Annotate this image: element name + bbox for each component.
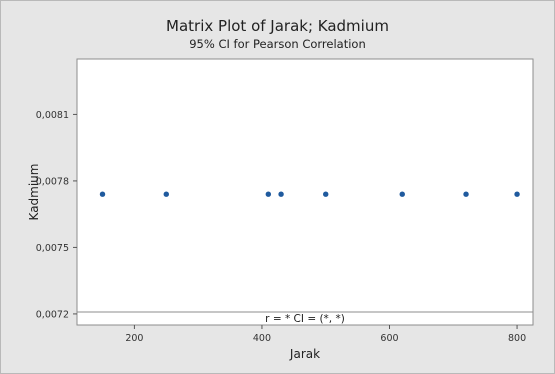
x-axis-title: Jarak <box>289 347 320 361</box>
x-tick-label: 600 <box>380 333 398 344</box>
data-point <box>265 191 272 197</box>
x-axis: 200 400 600 800 <box>125 325 526 344</box>
data-point <box>278 191 284 197</box>
y-tick-label: 0,0072 <box>36 309 69 320</box>
plot-area <box>76 58 534 326</box>
chart-title: Matrix Plot of Jarak; Kadmium <box>166 17 389 35</box>
annotation-text: r = * CI = (*, *) <box>265 313 345 325</box>
y-axis-title: Kadmium <box>27 164 41 221</box>
data-point <box>163 191 169 197</box>
data-point <box>323 191 329 197</box>
data-point <box>99 191 106 197</box>
data-point <box>514 191 520 197</box>
y-tick-label: 0,0078 <box>36 176 69 187</box>
data-point <box>463 191 469 197</box>
data-points <box>99 191 520 197</box>
x-tick-label: 200 <box>125 333 143 344</box>
x-tick-label: 800 <box>508 333 526 344</box>
correlation-annotation: r = * CI = (*, *) <box>77 311 533 325</box>
chart-subtitle: 95% CI for Pearson Correlation <box>189 37 366 51</box>
x-tick-label: 400 <box>253 333 271 344</box>
y-axis: 0,0072 0,0075 0,0078 0,0081 <box>36 110 77 320</box>
y-tick-label: 0,0081 <box>36 110 69 121</box>
y-tick-label: 0,0075 <box>36 243 69 254</box>
data-point <box>399 191 405 197</box>
